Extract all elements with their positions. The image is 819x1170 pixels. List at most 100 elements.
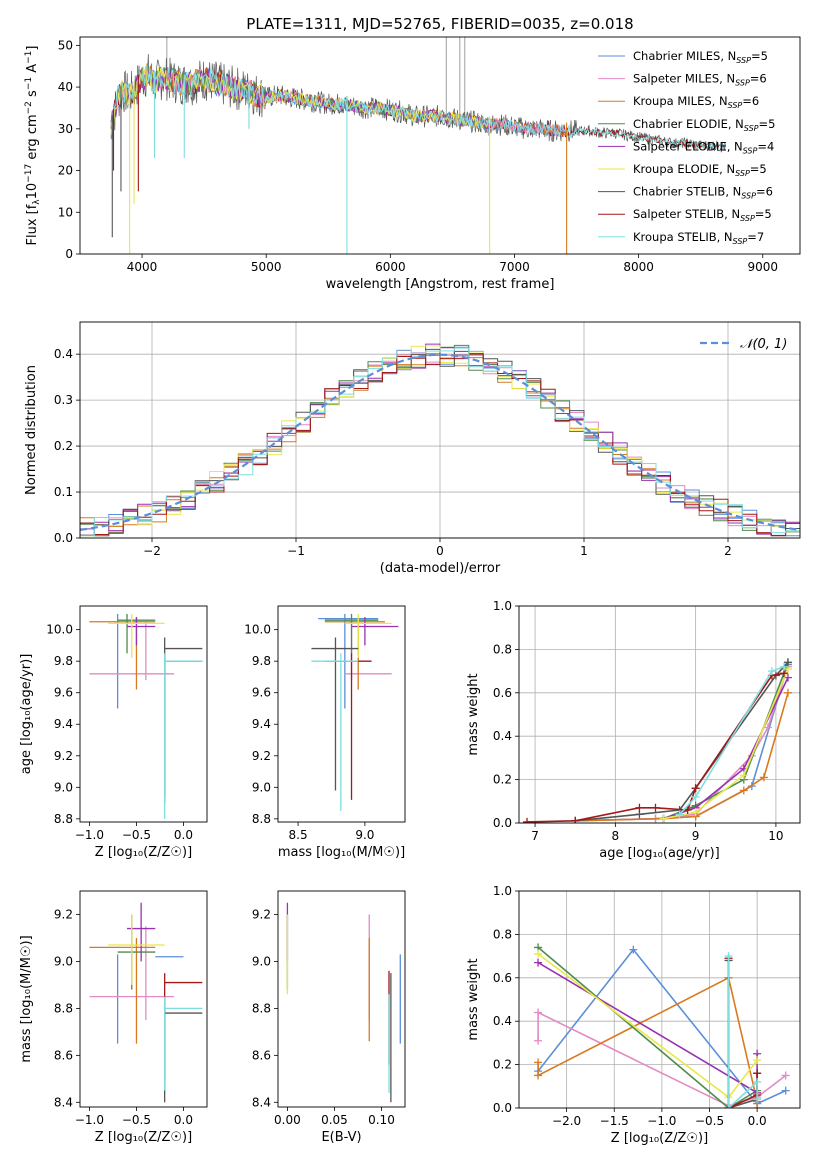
y-tick-label: 0.4 [493, 729, 512, 743]
series-marker [753, 1056, 762, 1065]
legend-name: Kroupa STELIB, N [633, 230, 733, 244]
x-tick-label: 0.0 [174, 1113, 193, 1127]
legend-name: Chabrier ELODIE, N [633, 117, 744, 131]
y-label-part: ] [25, 46, 40, 51]
legend-name: Salpeter STELIB, N [633, 207, 740, 221]
series-line [575, 692, 789, 822]
x-tick-label: −1.0 [75, 828, 104, 842]
mass-vs-metallicity-panel: −1.0 −0.5 0.0 8.4 8.6 8.8 9.0 9.2 Z [log₁₀(Z/Z☉)… [19, 890, 208, 1145]
series-marker [691, 792, 700, 801]
y-label-subscript: λ [32, 199, 42, 205]
plot-area [89, 613, 203, 819]
series-marker [783, 688, 792, 697]
y-tick-label: 0 [65, 247, 73, 261]
x-tick-label: 0.05 [321, 1113, 348, 1127]
x-tick-label: 1 [580, 544, 588, 558]
series-marker [629, 945, 638, 954]
series-marker [724, 952, 733, 961]
normal-curve [80, 353, 800, 531]
y-label-part: Flux [f [25, 204, 40, 245]
x-tick-label: 5000 [251, 260, 282, 274]
series-marker [691, 808, 700, 817]
x-tick-label: −1 [287, 544, 305, 558]
x-tick-label: 8 [612, 829, 620, 843]
y-label-part: A [25, 64, 40, 77]
x-tick-label: 10 [768, 829, 783, 843]
legend-subscript: SSP [740, 214, 755, 223]
legend-nssp: =5 [755, 207, 772, 221]
series-marker [739, 786, 748, 795]
plot-area [89, 902, 203, 1103]
x-tick-label: 8000 [623, 260, 654, 274]
y-tick-label: 0.8 [493, 642, 512, 656]
y-tick-label: 8.8 [54, 812, 73, 826]
series-marker [651, 803, 660, 812]
legend-label: Chabrier MILES, NSSP=5 [633, 49, 768, 65]
series-marker [753, 1095, 762, 1104]
y-tick-label: 0.2 [54, 439, 73, 453]
residuals-panel: −2 −1 0 1 2 0.0 0.1 0.2 0.3 0.4 (data-model)/error… [24, 321, 801, 576]
y-tick-label: 0.6 [493, 686, 512, 700]
legend-name: Salpeter ELODIE, N [633, 139, 743, 153]
series-marker [753, 1077, 762, 1086]
plot-area [80, 343, 800, 538]
series-marker [523, 817, 532, 823]
y-tick-label: 9.2 [252, 749, 271, 763]
series-marker [534, 1058, 543, 1067]
series-marker [779, 662, 788, 671]
x-tick-label: 9.0 [355, 828, 374, 842]
series-line [537, 976, 758, 1108]
y-tick-label: 0.6 [493, 971, 512, 985]
y-axis-label: age [log₁₀(age/yr)] [19, 654, 34, 775]
legend-name: Chabrier MILES, N [633, 49, 736, 63]
series-marker [534, 958, 543, 967]
series-marker [635, 803, 644, 812]
legend-name: Kroupa MILES, N [633, 94, 728, 108]
age-vs-mass-panel: 8.5 9.0 8.8 9.0 9.2 9.4 9.6 9.8 10.0 mass [log₁₀(… [244, 605, 406, 860]
series-marker [675, 810, 684, 819]
legend-normal-label: 𝒩(0, 1) [740, 337, 787, 352]
y-tick-label: 0.1 [54, 485, 73, 499]
legend-nssp: =4 [757, 139, 774, 153]
x-tick-label: −0.5 [122, 828, 151, 842]
x-tick-label: 4000 [127, 260, 158, 274]
y-tick-label: 9.4 [54, 717, 73, 731]
legend-label: Kroupa MILES, NSSP=6 [633, 94, 759, 110]
x-tick-label: −0.5 [122, 1113, 151, 1127]
y-label-part: erg cm [25, 114, 40, 163]
y-tick-label: 0.4 [54, 347, 73, 361]
series-line [727, 956, 758, 1108]
histogram-step [80, 347, 800, 538]
series-marker [534, 1036, 543, 1045]
legend-nssp: =7 [747, 230, 764, 244]
y-label-superscript: −1 [24, 51, 34, 64]
legend-subscript: SSP [735, 79, 750, 88]
legend-subscript: SSP [743, 146, 758, 155]
y-label-part: 10 [25, 183, 40, 200]
figure-title: PLATE=1311, MJD=52765, FIBERID=0035, z=0… [246, 15, 633, 33]
y-label-superscript: −17 [24, 164, 34, 183]
legend-subscript: SSP [744, 124, 759, 133]
y-axis-label: mass weight [466, 958, 481, 1040]
y-tick-label: 1.0 [493, 599, 512, 613]
legend-subscript: SSP [736, 56, 751, 65]
y-tick-label: 10.0 [46, 623, 73, 637]
x-tick-label: −1.0 [647, 1114, 676, 1128]
series-marker [534, 1071, 543, 1080]
y-tick-label: 9.6 [54, 686, 73, 700]
series-marker [534, 1008, 543, 1017]
legend-nssp: =6 [742, 94, 759, 108]
axes-frame [79, 321, 801, 539]
legend-subscript: SSP [728, 101, 743, 110]
y-axis-label: mass weight [466, 673, 481, 755]
series-marker [683, 805, 692, 814]
series-marker [571, 816, 580, 823]
legend-label: Kroupa ELODIE, NSSP=5 [633, 162, 767, 178]
y-tick-label: 8.8 [252, 812, 271, 826]
axes-frame [79, 890, 208, 1108]
x-tick-label: 9 [692, 829, 700, 843]
x-tick-label: 0.0 [174, 828, 193, 842]
axes-frame [277, 605, 406, 823]
series-marker [753, 1104, 762, 1108]
